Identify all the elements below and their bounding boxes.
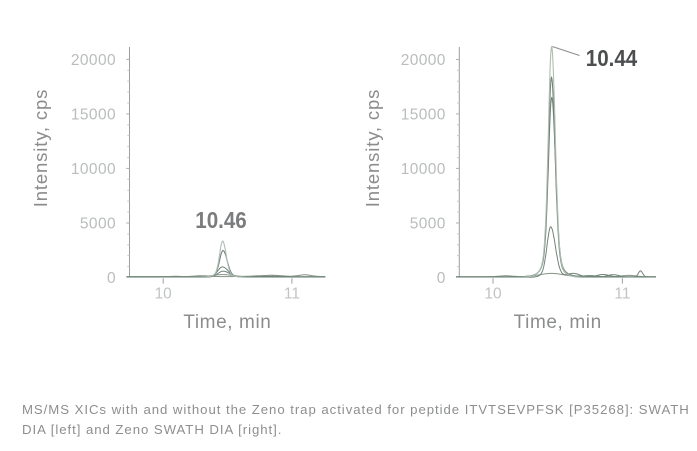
svg-text:11: 11 xyxy=(614,285,630,302)
svg-text:Intensity, cps: Intensity, cps xyxy=(362,89,383,208)
svg-text:10.44: 10.44 xyxy=(586,45,638,71)
svg-text:15000: 15000 xyxy=(71,107,116,124)
svg-text:20000: 20000 xyxy=(401,52,446,69)
svg-text:5000: 5000 xyxy=(410,216,446,233)
svg-text:Intensity, cps: Intensity, cps xyxy=(30,89,51,208)
svg-text:10: 10 xyxy=(484,285,502,302)
svg-text:11: 11 xyxy=(284,285,300,302)
svg-text:10.46: 10.46 xyxy=(195,207,247,233)
svg-text:10: 10 xyxy=(155,285,173,302)
svg-text:0: 0 xyxy=(437,270,446,287)
svg-text:Time, min: Time, min xyxy=(183,312,271,333)
svg-text:0: 0 xyxy=(107,270,116,287)
svg-text:15000: 15000 xyxy=(401,107,446,124)
svg-text:10000: 10000 xyxy=(71,161,116,178)
svg-text:5000: 5000 xyxy=(80,216,116,233)
svg-text:10000: 10000 xyxy=(401,161,446,178)
svg-text:Time, min: Time, min xyxy=(514,312,602,333)
svg-text:20000: 20000 xyxy=(71,52,116,69)
